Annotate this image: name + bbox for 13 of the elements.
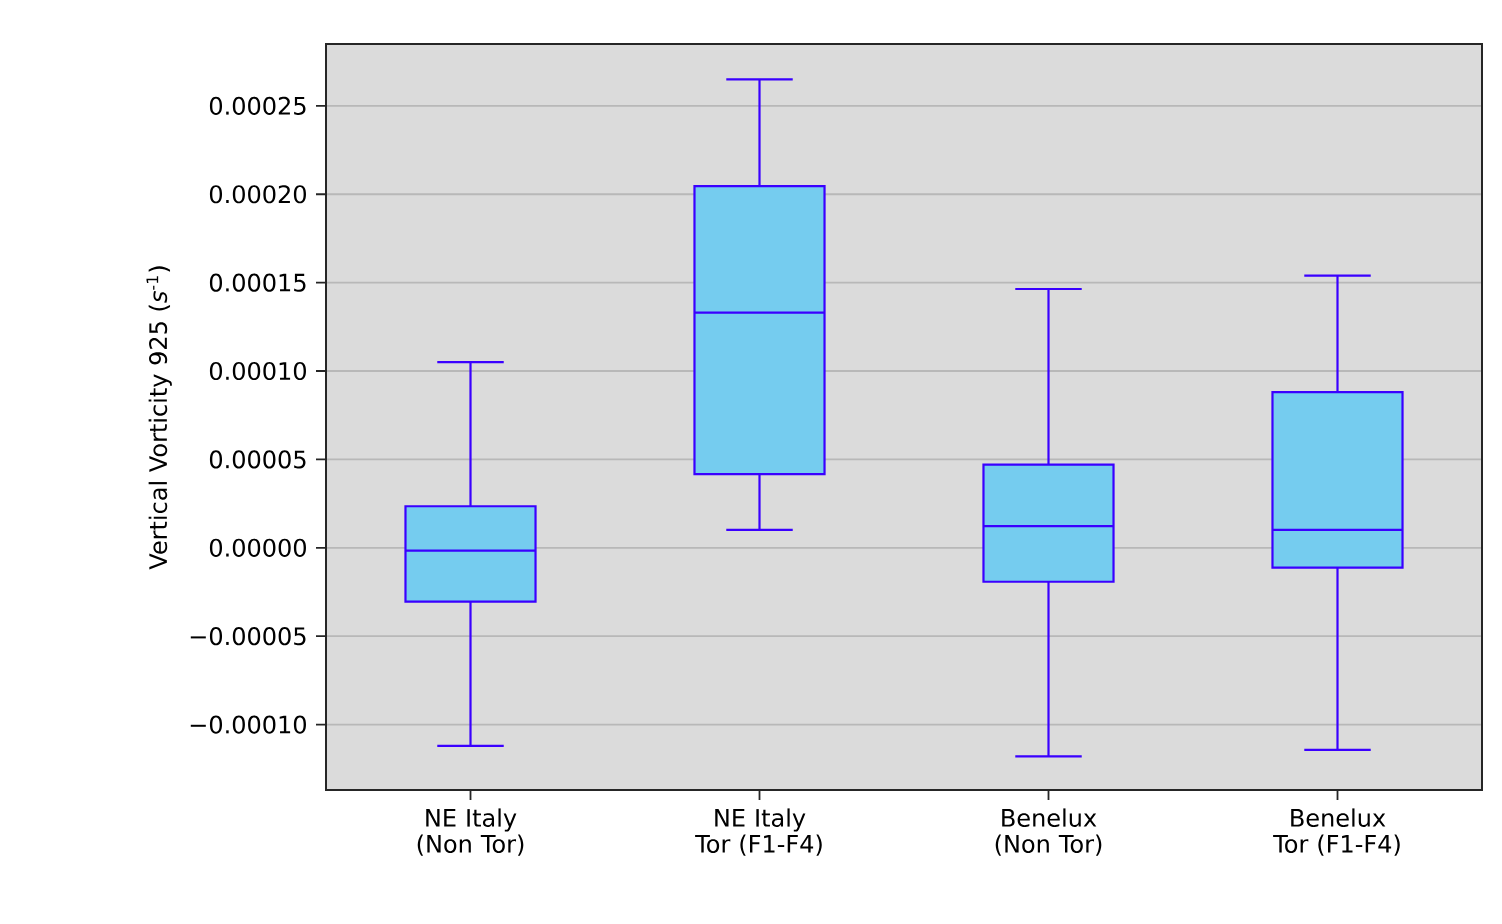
x-tick-label: Benelux Tor (F1-F4) xyxy=(1273,808,1400,856)
x-tick-label: NE Italy Tor (F1-F4) xyxy=(695,808,822,856)
y-tick-label: −0.00010 xyxy=(190,715,306,734)
y-tick-label: −0.00005 xyxy=(190,627,306,646)
y-tick-label: 0.00020 xyxy=(209,185,306,204)
y-tick-label: 0.00005 xyxy=(209,450,306,469)
y-tick-label: 0.00015 xyxy=(209,273,306,292)
y-tick-label: 0.00025 xyxy=(209,96,306,115)
y-tick-label: 0.00000 xyxy=(209,538,306,557)
y-axis-title: Vertical Vorticity 925 (s$^{-1}$) xyxy=(146,266,172,570)
y-tick-label: 0.00010 xyxy=(209,361,306,381)
x-tick-label: NE Italy (Non Tor) xyxy=(417,808,524,856)
x-tick-label: Benelux (Non Tor) xyxy=(995,808,1102,856)
